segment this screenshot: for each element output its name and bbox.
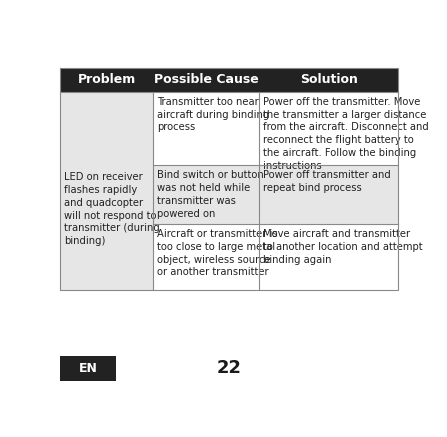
Bar xyxy=(60,356,116,381)
Text: EN: EN xyxy=(79,362,97,375)
Text: Transmitter too near
aircraft during binding
process: Transmitter too near aircraft during bin… xyxy=(156,97,269,132)
Bar xyxy=(60,68,398,290)
Bar xyxy=(60,92,153,290)
Text: Bind switch or button
was not held while
transmitter was
powered on: Bind switch or button was not held while… xyxy=(156,170,263,218)
Bar xyxy=(60,68,398,92)
Bar xyxy=(259,165,398,224)
Bar xyxy=(259,92,398,165)
Text: Move aircraft and transmitter
to another location and attempt
binding again: Move aircraft and transmitter to another… xyxy=(263,229,422,265)
Bar xyxy=(259,224,398,290)
Text: Problem: Problem xyxy=(78,73,136,86)
Bar xyxy=(153,92,259,165)
Bar xyxy=(153,224,259,290)
Text: Possible Cause: Possible Cause xyxy=(154,73,259,86)
Text: Power off transmitter and
repeat bind process: Power off transmitter and repeat bind pr… xyxy=(263,170,391,193)
Bar xyxy=(153,165,259,224)
Text: LED on receiver
flashes rapidly
and quadcopter
will not respond to
transmitter (: LED on receiver flashes rapidly and quad… xyxy=(64,172,160,246)
Text: Solution: Solution xyxy=(299,73,358,86)
Text: Aircraft or transmitter is
too close to large metal
object, wireless source
or a: Aircraft or transmitter is too close to … xyxy=(156,229,277,277)
Text: Power off the transmitter. Move
the transmitter a larger distance
from the aircr: Power off the transmitter. Move the tran… xyxy=(263,97,429,171)
Text: 22: 22 xyxy=(217,359,241,378)
